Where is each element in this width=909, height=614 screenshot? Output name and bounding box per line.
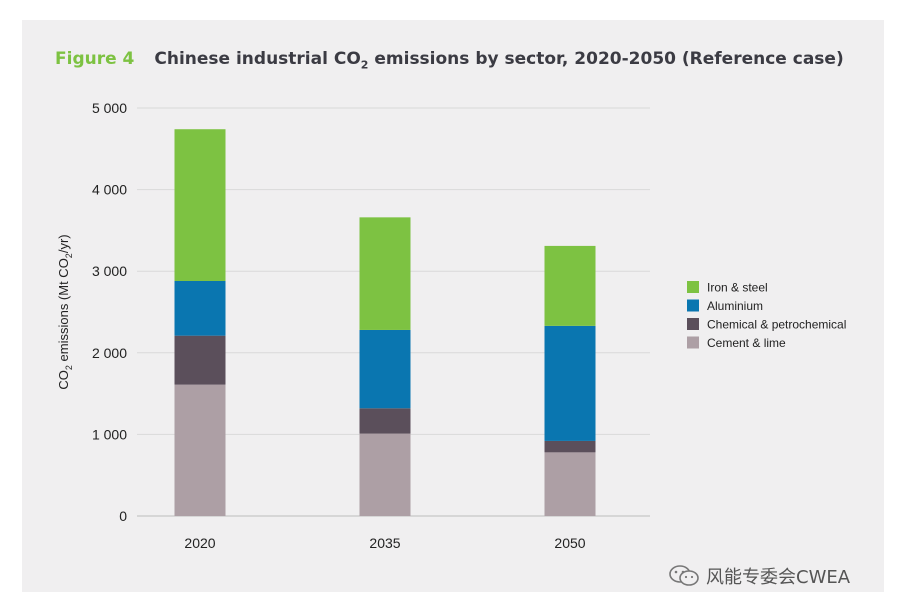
legend-swatch [687, 299, 699, 312]
y-tick-label: 4 000 [92, 182, 127, 198]
y-tick-label: 0 [119, 508, 127, 524]
legend-swatch [687, 318, 699, 330]
bar-segment [359, 217, 411, 330]
wechat-icon [668, 564, 700, 593]
watermark-text: 风能专委会CWEA [706, 567, 851, 588]
legend-swatch [687, 281, 699, 293]
y-tick-label: 1 000 [92, 426, 127, 442]
y-tick-label: 5 000 [92, 100, 127, 116]
bar-segment [174, 280, 226, 336]
title-suffix: emissions by sector, 2020-2050 (Referenc… [368, 49, 844, 69]
bar-segment [174, 335, 226, 385]
bar-segment [544, 325, 596, 441]
x-tick-label: 2050 [554, 535, 585, 551]
bar-segment [544, 440, 596, 453]
chart-panel [22, 20, 884, 592]
figure-label: Figure 4 [55, 49, 135, 69]
title-prefix: Chinese industrial CO [154, 49, 361, 69]
legend-label: Cement & lime [707, 336, 786, 350]
legend-swatch [687, 336, 699, 349]
legend-label: Aluminium [707, 299, 763, 313]
bar-segment [544, 452, 596, 516]
legend-label: Chemical & petrochemical [707, 318, 846, 332]
x-tick-label: 2035 [369, 535, 400, 551]
bar-segment [359, 408, 411, 434]
y-tick-label: 3 000 [92, 263, 127, 279]
bar-segment [544, 245, 596, 326]
y-tick-label: 2 000 [92, 345, 127, 361]
bar-segment [359, 329, 411, 409]
bar-segment [174, 129, 226, 281]
title-subscript: 2 [360, 58, 369, 72]
legend-label: Iron & steel [707, 281, 768, 295]
bar-segment [174, 384, 226, 516]
bar-segment [359, 433, 411, 516]
chart-title: Figure 4 Chinese industrial CO2 emissions… [55, 49, 844, 71]
x-tick-label: 2020 [184, 535, 215, 551]
y-axis-label: CO2 emissions (Mt CO2/yr) [56, 234, 74, 389]
watermark: 风能专委会CWEA [668, 563, 850, 593]
